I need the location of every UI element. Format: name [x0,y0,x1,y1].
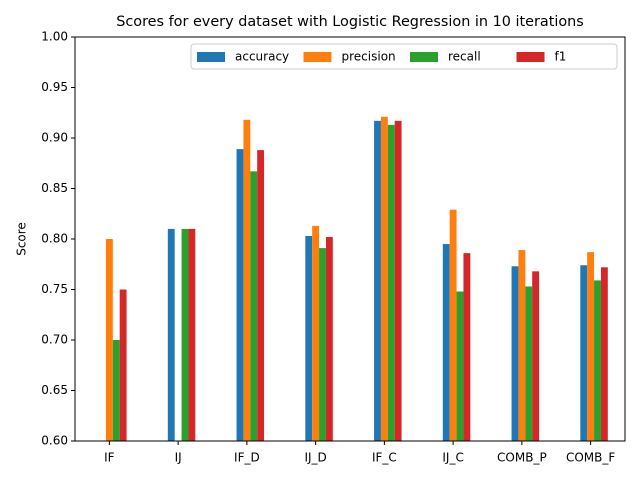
bar [374,120,381,441]
bar [305,235,313,441]
chart-title: Scores for every dataset with Logistic R… [116,14,584,30]
x-tick-label: COMB_F [566,451,615,465]
legend-swatch [410,52,438,62]
y-tick-label: 0.80 [41,232,68,246]
legend-label: recall [448,50,481,64]
y-axis-label: Score [15,222,29,256]
legend-label: precision [342,50,396,64]
legend-swatch [303,52,332,62]
legend-swatch [516,52,545,62]
x-tick-label: IJ [175,451,182,465]
bar [257,150,265,441]
bar [380,116,388,441]
bar [600,267,608,441]
y-tick-label: 0.85 [41,181,68,195]
bar [167,228,175,441]
bar [456,291,464,441]
bar [236,149,244,442]
x-tick-label: IJ_C [442,451,463,465]
x-tick-label: COMB_P [497,451,547,465]
bar [112,340,120,441]
bar [463,253,471,441]
bar [250,171,258,441]
plot-frame [74,36,626,442]
legend-box [190,43,618,70]
bar [312,225,320,441]
bar [243,119,251,441]
bar [587,252,595,441]
bar [442,244,450,441]
y-tick-label: 0.65 [41,383,68,397]
bar [119,289,127,441]
bar [594,280,601,441]
bar [319,248,326,441]
bar [387,124,395,442]
legend-label: accuracy [235,50,289,64]
bar [188,228,196,441]
x-tick-label: IF_C [372,451,397,465]
bar [181,228,189,441]
bar [532,271,540,441]
bar [580,265,588,441]
y-tick-label: 0.70 [41,333,68,347]
y-tick-label: 0.95 [41,80,68,94]
x-tick-label: IF [104,451,115,465]
bar [105,239,113,441]
bar [394,120,402,441]
x-tick-label: IJ_D [304,451,326,465]
bar [511,266,519,441]
y-tick-label: 0.75 [41,282,68,296]
y-tick-label: 0.60 [41,434,68,448]
bar [325,236,333,441]
y-tick-label: 1.00 [41,30,68,44]
legend-swatch [197,52,225,62]
legend-label: f1 [555,50,567,64]
x-tick-label: IF_D [234,451,260,465]
y-tick-label: 0.90 [41,131,68,145]
bar [449,209,457,441]
bar [525,286,533,441]
bar [518,250,526,441]
